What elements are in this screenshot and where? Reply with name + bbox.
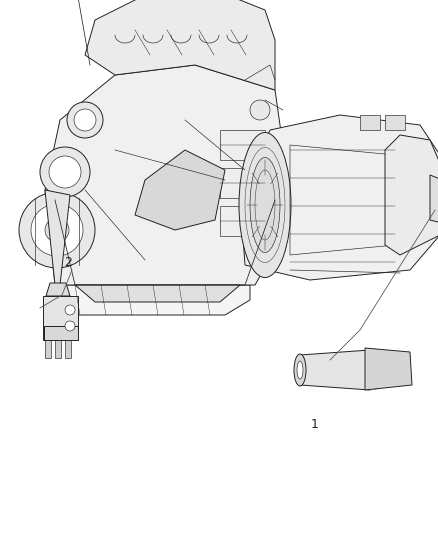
- Bar: [220, 130, 265, 160]
- Ellipse shape: [297, 361, 303, 379]
- Polygon shape: [43, 296, 78, 340]
- Bar: [44, 326, 78, 340]
- Ellipse shape: [383, 355, 397, 369]
- Ellipse shape: [368, 375, 382, 389]
- Polygon shape: [300, 350, 370, 390]
- Circle shape: [250, 100, 270, 120]
- Ellipse shape: [250, 157, 280, 253]
- Bar: [220, 206, 265, 236]
- Circle shape: [45, 218, 69, 242]
- Polygon shape: [430, 175, 438, 225]
- Circle shape: [40, 147, 90, 197]
- Polygon shape: [240, 115, 438, 280]
- Bar: [65, 340, 71, 358]
- Bar: [220, 168, 265, 198]
- Ellipse shape: [239, 133, 291, 278]
- Ellipse shape: [294, 354, 306, 386]
- Ellipse shape: [371, 378, 379, 386]
- Polygon shape: [365, 348, 412, 390]
- Polygon shape: [135, 150, 225, 230]
- Ellipse shape: [393, 358, 407, 372]
- Ellipse shape: [381, 373, 395, 387]
- Polygon shape: [60, 285, 250, 315]
- Circle shape: [65, 321, 75, 331]
- Ellipse shape: [386, 358, 394, 366]
- Polygon shape: [46, 283, 70, 296]
- Bar: [55, 340, 61, 358]
- Circle shape: [74, 109, 96, 131]
- Bar: [45, 340, 51, 358]
- Ellipse shape: [384, 376, 392, 384]
- Circle shape: [250, 180, 270, 200]
- Text: 1: 1: [311, 418, 319, 432]
- Polygon shape: [45, 65, 285, 285]
- Circle shape: [49, 156, 81, 188]
- Bar: [360, 115, 380, 130]
- Polygon shape: [45, 190, 70, 285]
- Bar: [385, 115, 405, 130]
- Ellipse shape: [368, 351, 382, 365]
- Ellipse shape: [396, 361, 404, 369]
- Ellipse shape: [371, 354, 379, 362]
- Polygon shape: [75, 285, 240, 302]
- Text: 2: 2: [64, 255, 72, 269]
- Polygon shape: [85, 0, 275, 90]
- Circle shape: [67, 102, 103, 138]
- Circle shape: [31, 204, 83, 256]
- Circle shape: [19, 192, 95, 268]
- Polygon shape: [385, 135, 438, 255]
- Circle shape: [65, 305, 75, 315]
